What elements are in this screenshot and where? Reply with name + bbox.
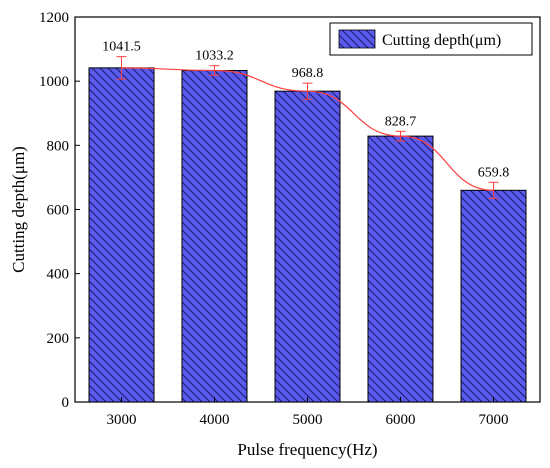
value-label-3000: 1041.5 bbox=[102, 40, 141, 55]
y-tick-label: 400 bbox=[47, 267, 70, 283]
bar-5000 bbox=[274, 90, 341, 403]
x-tick-label: 3000 bbox=[107, 412, 137, 428]
x-tick-label: 5000 bbox=[293, 412, 323, 428]
bar-3000 bbox=[88, 67, 155, 403]
y-tick-label: 0 bbox=[62, 395, 70, 411]
y-tick-label: 1000 bbox=[39, 74, 69, 90]
y-tick-label: 1200 bbox=[39, 10, 69, 26]
value-label-4000: 1033.2 bbox=[195, 49, 234, 64]
x-tick-label: 4000 bbox=[200, 412, 230, 428]
legend: Cutting depth(μm) bbox=[329, 22, 533, 56]
x-tick-label: 6000 bbox=[386, 412, 416, 428]
legend-label: Cutting depth(μm) bbox=[382, 32, 501, 49]
x-tick-label: 7000 bbox=[479, 412, 509, 428]
legend-swatch bbox=[338, 29, 376, 49]
bar-7000 bbox=[460, 189, 527, 403]
y-tick-label: 600 bbox=[47, 203, 70, 219]
x-axis-label: Pulse frequency(Hz) bbox=[237, 440, 377, 459]
bar-6000 bbox=[367, 135, 434, 403]
y-tick-label: 800 bbox=[47, 138, 70, 154]
value-label-5000: 968.8 bbox=[292, 66, 324, 81]
y-axis-label: Cutting depth(μm) bbox=[9, 146, 28, 273]
value-label-6000: 828.7 bbox=[385, 114, 417, 129]
value-label-7000: 659.8 bbox=[478, 165, 510, 180]
trend-line bbox=[121, 67, 494, 191]
bar-4000 bbox=[181, 70, 248, 403]
y-tick-label: 200 bbox=[47, 331, 70, 347]
